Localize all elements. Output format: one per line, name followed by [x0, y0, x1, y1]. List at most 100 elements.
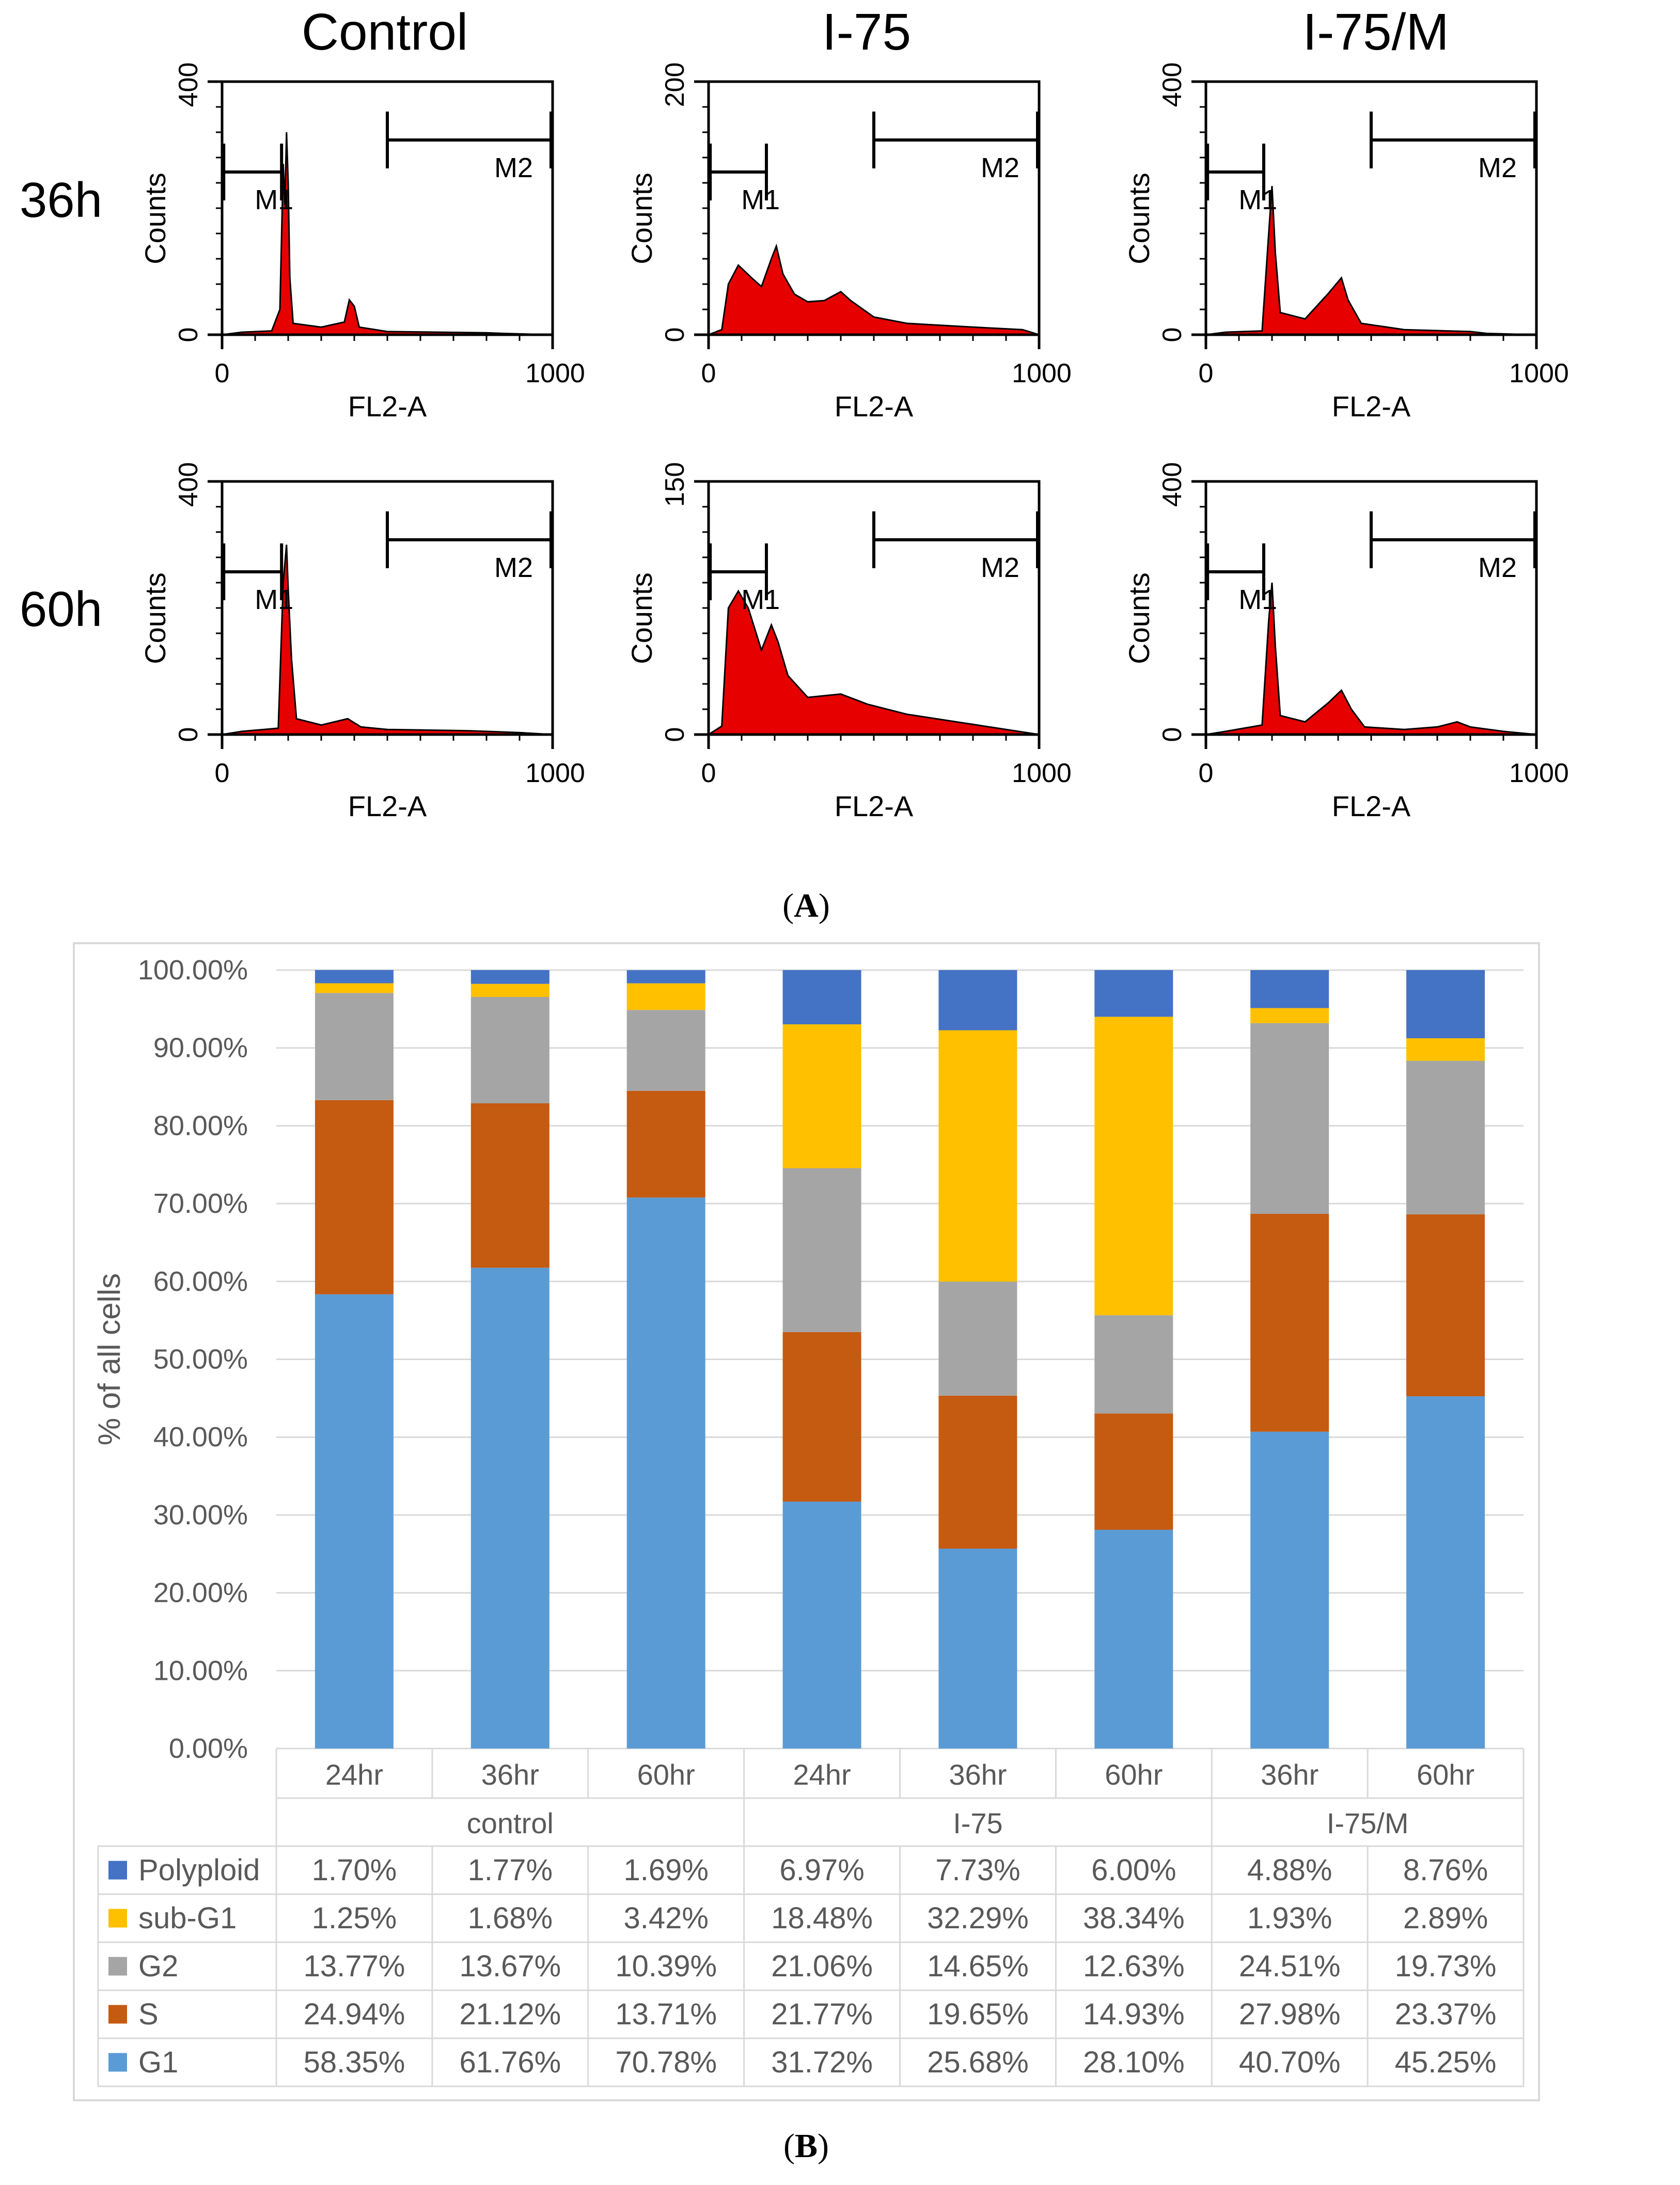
histogram-panel: 0 400 Counts 0 1000 FL2-A M1 M2 — [1123, 462, 1569, 822]
data-label: 13.67% — [459, 1949, 561, 1983]
data-label: 31.72% — [771, 2046, 873, 2079]
x-axis-label: FL2-A — [1332, 790, 1411, 822]
legend-swatch — [108, 1861, 127, 1880]
x-tick-label-max: 1000 — [1509, 358, 1569, 388]
gate-m2: M2 — [1370, 112, 1536, 183]
y-axis-label: Counts — [139, 572, 171, 664]
y-axis-label: Counts — [1123, 173, 1155, 264]
gate-m1: M1 — [709, 144, 780, 215]
stacked-bar-chart: 0.00% 10.00% 20.00% 30.00% 40.00% 50.00% 60.00… — [92, 955, 1525, 2087]
bar-segment-s — [1250, 1213, 1329, 1432]
bar-segment-polyploid — [470, 970, 549, 984]
data-label: 27.98% — [1239, 1997, 1341, 2031]
histogram-area — [1205, 582, 1537, 736]
data-label: 1.68% — [468, 1901, 553, 1935]
bar-segment-g1 — [470, 1268, 549, 1749]
group-label: I-75/M — [1327, 1807, 1409, 1839]
histogram-panel: 0 150 Counts 0 1000 FL2-A M1 M2 — [625, 462, 1072, 822]
data-label: 21.12% — [459, 1997, 561, 2031]
y-axis-label: Counts — [625, 173, 658, 264]
gate-m1: M1 — [1206, 144, 1277, 215]
data-label: 1.77% — [468, 1853, 553, 1887]
bar-segment-s — [470, 1103, 549, 1268]
y-tick-label: 70.00% — [153, 1188, 248, 1219]
y-tick-label-min: 0 — [174, 727, 203, 742]
y-axis-label: Counts — [625, 572, 658, 664]
row-label-60h: 60h — [20, 582, 102, 637]
gate-m2-label: M2 — [494, 552, 533, 583]
y-tick-label-max: 400 — [1157, 462, 1187, 507]
bar-segment-polyploid — [1250, 970, 1329, 1008]
category-label: 36hr — [1261, 1758, 1318, 1791]
x-tick-label-max: 1000 — [525, 758, 585, 788]
gate-m2-label: M2 — [981, 152, 1019, 183]
bar-segment-g2 — [470, 996, 549, 1103]
histogram-area — [222, 132, 553, 336]
data-label: 6.00% — [1091, 1853, 1176, 1887]
bar-segment-polyploid — [315, 970, 394, 984]
x-tick-label-max: 1000 — [525, 358, 585, 388]
x-tick-label-min: 0 — [1199, 758, 1214, 788]
y-axis-title: % of all cells — [92, 1273, 127, 1445]
data-label: 21.77% — [771, 1997, 873, 2031]
legend-label: G1 — [138, 2046, 178, 2079]
bar-segment-g2 — [1250, 1023, 1329, 1214]
x-tick-label-max: 1000 — [1012, 758, 1072, 788]
gate-m2: M2 — [386, 511, 553, 583]
legend-label: sub-G1 — [138, 1901, 237, 1935]
gate-m1-label: M1 — [741, 184, 780, 215]
y-axis-label: Counts — [139, 173, 171, 264]
gate-m2-label: M2 — [1478, 152, 1517, 183]
histogram-panel: 0 400 Counts 0 1000 FL2-A M1 M2 — [1123, 63, 1569, 423]
gate-m1: M1 — [709, 543, 780, 615]
panel-b-caption: (B) — [783, 2127, 829, 2165]
bar-segment-g1 — [1094, 1530, 1173, 1749]
column-title-i75: I-75 — [822, 3, 911, 61]
gate-m2: M2 — [1370, 511, 1536, 583]
data-label: 23.37% — [1395, 1997, 1497, 2031]
legend-swatch — [108, 2053, 127, 2072]
y-tick-label-max: 400 — [174, 462, 203, 507]
category-label: 24hr — [793, 1758, 851, 1791]
histogram-panel: 0 200 Counts 0 1000 FL2-A M1 M2 — [625, 63, 1072, 423]
category-label: 60hr — [1417, 1758, 1474, 1791]
bar-segment-g2 — [315, 993, 394, 1100]
data-label: 1.69% — [623, 1853, 708, 1887]
x-axis-label: FL2-A — [835, 390, 914, 423]
bar-segment-g2 — [1406, 1060, 1485, 1214]
bar-segment-sub-g1 — [315, 983, 394, 993]
bar-segment-g1 — [1250, 1431, 1329, 1749]
x-tick-label-max: 1000 — [1509, 758, 1569, 788]
gate-m1: M1 — [1206, 543, 1277, 615]
data-label: 24.94% — [304, 1997, 405, 2031]
data-label: 18.48% — [771, 1901, 873, 1935]
data-label: 38.34% — [1083, 1901, 1185, 1935]
data-label: 1.93% — [1247, 1901, 1332, 1935]
x-tick-label-min: 0 — [701, 358, 716, 388]
row-label-36h: 36h — [20, 173, 102, 228]
data-label: 7.73% — [935, 1853, 1020, 1887]
y-tick-label-min: 0 — [660, 327, 690, 342]
y-tick-label: 30.00% — [153, 1500, 248, 1531]
histogram-area — [222, 544, 553, 736]
bar-segment-sub-g1 — [1250, 1008, 1329, 1023]
data-label: 58.35% — [304, 2046, 405, 2079]
data-label: 1.70% — [312, 1853, 397, 1887]
y-tick-label: 40.00% — [153, 1422, 248, 1453]
bar-segment-g1 — [1406, 1396, 1485, 1749]
y-tick-label: 100.00% — [138, 955, 248, 986]
column-title-i75m: I-75/M — [1302, 3, 1449, 61]
data-label: 24.51% — [1239, 1949, 1341, 1983]
legend-label: Polyploid — [138, 1853, 260, 1887]
bar-segment-sub-g1 — [626, 983, 705, 1010]
data-label: 21.06% — [771, 1949, 873, 1983]
bar-segment-polyploid — [626, 970, 705, 984]
gate-m1-label: M1 — [255, 184, 293, 215]
data-label: 4.88% — [1247, 1853, 1332, 1887]
x-axis-label: FL2-A — [1332, 390, 1411, 423]
y-tick-label: 90.00% — [153, 1033, 248, 1064]
column-title-control: Control — [302, 3, 468, 61]
data-label: 6.97% — [779, 1853, 864, 1887]
bar-segment-sub-g1 — [782, 1024, 861, 1168]
